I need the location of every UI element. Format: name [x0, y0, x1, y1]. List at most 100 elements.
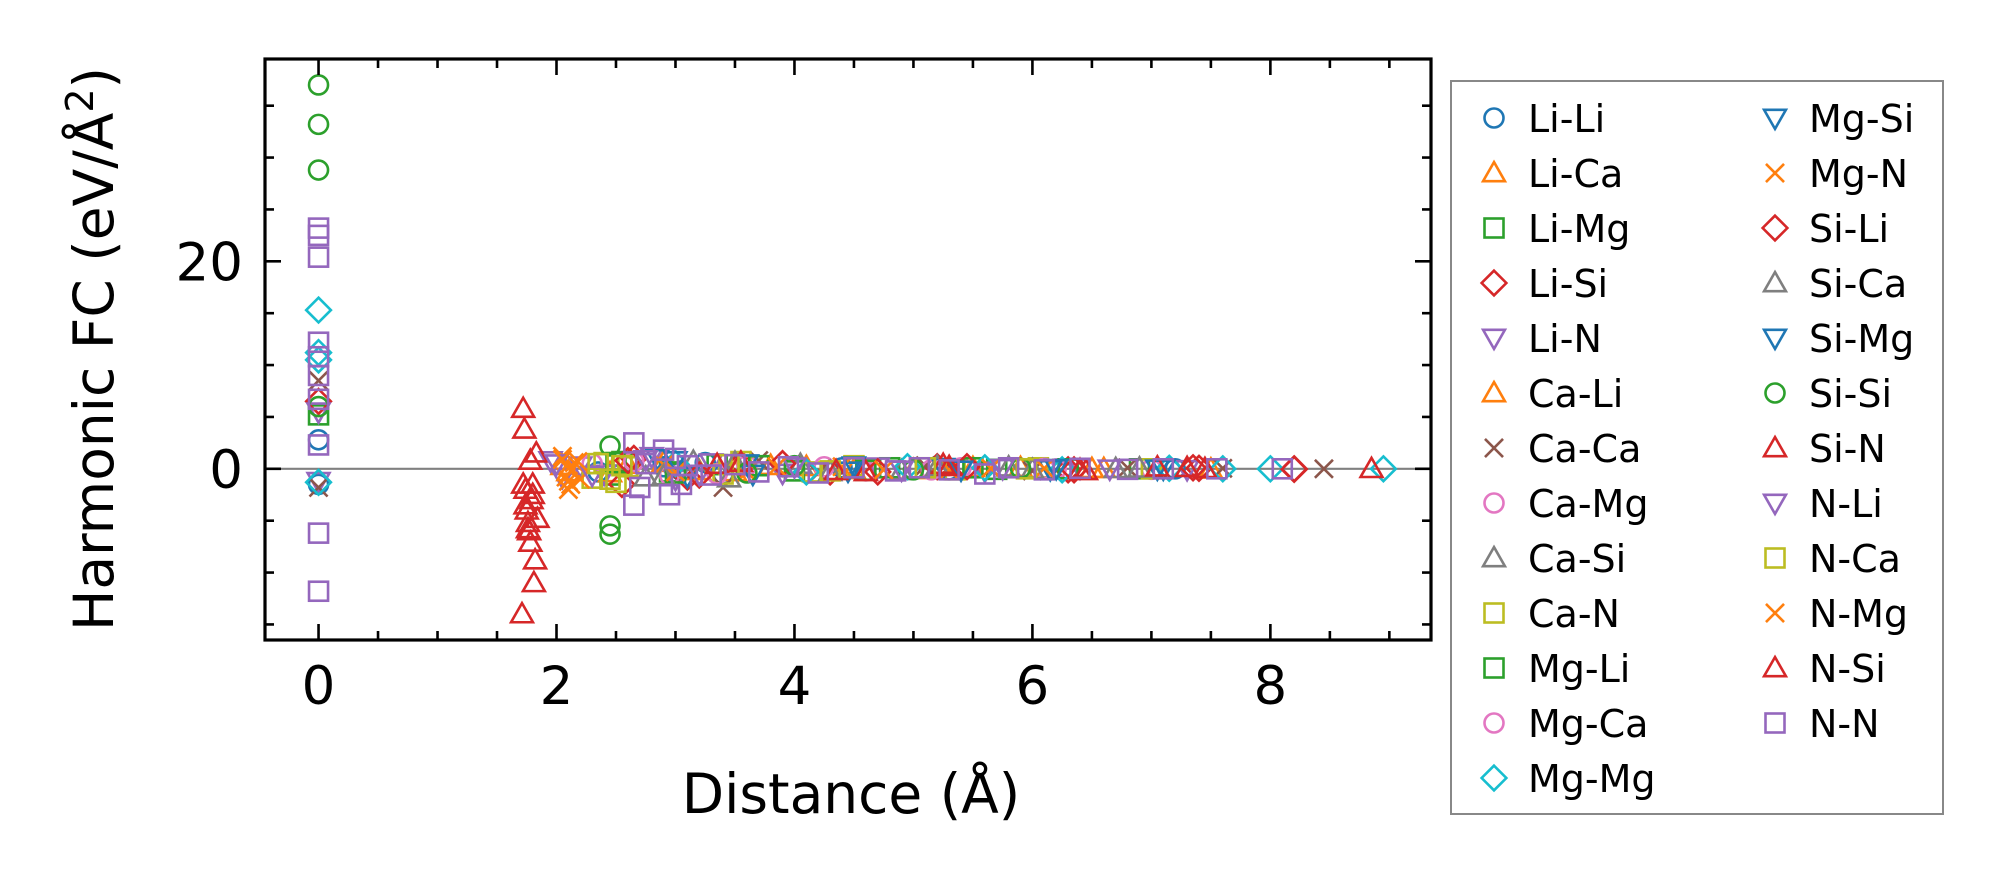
data-point-n-si: [703, 451, 731, 475]
data-point-n-n: [1206, 458, 1228, 480]
legend-marker: [1480, 379, 1508, 403]
legend-marker: [1760, 213, 1790, 243]
data-point-n-n: [777, 455, 800, 478]
data-point-n-n: [676, 454, 699, 477]
data-point-mg-mg: [304, 468, 333, 497]
legend-marker: [1483, 712, 1505, 734]
legend-marker: [1764, 712, 1786, 734]
data-point-n-n: [307, 522, 330, 544]
legend-box: [1450, 80, 1944, 815]
legend-label: N-Si: [1809, 647, 1886, 691]
data-point-n-mg: [980, 458, 1001, 479]
data-point-si-n: [1358, 455, 1385, 479]
data-point-ca-n: [1140, 458, 1163, 480]
data-point-n-li: [579, 465, 606, 489]
legend-label: Mg-Mg: [1528, 757, 1656, 801]
data-point-mg-li: [962, 456, 984, 479]
legend: Li-Li Li-Ca Li-Mg Li-Si Li-N Ca-Li Ca-Ca Ca-Mg C…: [1450, 80, 1944, 815]
legend-label: Si-Li: [1809, 207, 1889, 251]
data-point-n-li: [543, 454, 570, 478]
data-point-si-ca: [1126, 454, 1153, 478]
data-point-si-si: [599, 523, 621, 545]
data-point-si-mg: [1043, 458, 1070, 482]
legend-marker: [1479, 268, 1509, 298]
data-point-n-si: [519, 481, 546, 505]
data-point-n-si: [935, 453, 963, 477]
data-point-mg-n: [1034, 458, 1055, 479]
data-point-si-n: [524, 505, 551, 529]
data-point-li-li: [307, 428, 330, 451]
legend-marker: [1480, 544, 1508, 568]
legend-marker: [1761, 328, 1789, 352]
data-point-n-n: [628, 476, 651, 499]
legend-label: Mg-Li: [1528, 647, 1630, 691]
legend-marker: [1480, 328, 1508, 352]
legend-label: Ca-Li: [1528, 372, 1623, 416]
legend-label: Li-Ca: [1528, 152, 1623, 196]
x-tick-label: 4: [778, 656, 812, 717]
data-point-n-n: [1116, 458, 1139, 481]
y-tick-label: 0: [209, 440, 243, 501]
legend-label: Si-Ca: [1809, 262, 1907, 306]
data-point-n-n: [974, 463, 996, 485]
data-point-n-si: [517, 446, 544, 471]
data-point-si-n: [508, 600, 536, 624]
data-point-mg-mg: [1256, 454, 1285, 484]
legend-label: N-Mg: [1809, 592, 1908, 636]
legend-label: Li-N: [1528, 317, 1602, 361]
x-tick-label: 8: [1254, 656, 1288, 717]
data-point-ca-si: [1102, 455, 1129, 479]
y-axis-label: Harmonic FC (eV/Å2): [58, 67, 126, 631]
legend-label: Li-Mg: [1528, 207, 1630, 251]
legend-marker: [1761, 108, 1789, 132]
plot-axes: [263, 57, 1433, 642]
data-point-n-n: [307, 364, 330, 387]
legend-label: Li-Si: [1528, 262, 1608, 306]
data-point-n-n: [664, 447, 687, 470]
data-point-n-ca: [611, 454, 633, 477]
data-point-si-n: [518, 486, 545, 510]
data-point-n-n: [307, 331, 330, 354]
data-point-n-n: [1152, 458, 1175, 480]
data-point-n-ca: [819, 460, 841, 482]
data-point-n-li: [781, 457, 808, 481]
data-point-n-n: [807, 462, 830, 484]
legend-marker: [1479, 763, 1509, 793]
data-point-n-n: [700, 464, 722, 486]
data-point-n-n: [1271, 458, 1294, 480]
data-point-si-si: [599, 435, 621, 457]
data-point-n-li: [989, 458, 1016, 482]
data-point-si-n: [514, 509, 542, 533]
data-point-n-n: [884, 460, 907, 482]
data-point-n-n: [724, 453, 746, 476]
data-point-si-n: [852, 458, 880, 482]
legend-marker: [1483, 657, 1505, 679]
data-point-ca-si: [715, 464, 743, 488]
data-point-n-si: [514, 515, 542, 539]
data-point-ca-si: [995, 453, 1022, 477]
data-point-n-mg: [873, 459, 894, 480]
data-point-n-n: [747, 461, 770, 483]
data-point-n-n: [938, 459, 960, 481]
data-point-n-mg: [567, 451, 588, 472]
legend-marker: [1764, 547, 1786, 569]
y-tick-label: 20: [176, 232, 243, 293]
data-markers: [304, 74, 1398, 624]
data-point-n-si: [510, 470, 537, 494]
data-point-si-n: [510, 395, 537, 419]
legend-label: Ca-N: [1528, 592, 1620, 636]
data-point-n-n: [1069, 457, 1091, 480]
data-point-n-mg: [766, 456, 787, 477]
x-tick-label: 2: [540, 656, 574, 717]
legend-marker: [1761, 269, 1789, 293]
legend-marker: [1761, 654, 1789, 678]
legend-label: Mg-Ca: [1528, 702, 1648, 746]
legend-marker: [1484, 438, 1504, 458]
legend-label: Mg-N: [1809, 152, 1908, 196]
data-point-si-mg: [662, 451, 689, 475]
data-point-n-li: [632, 449, 659, 474]
data-point-n-mg: [560, 460, 581, 481]
data-point-si-n: [1144, 453, 1171, 477]
legend-marker: [1483, 217, 1505, 239]
